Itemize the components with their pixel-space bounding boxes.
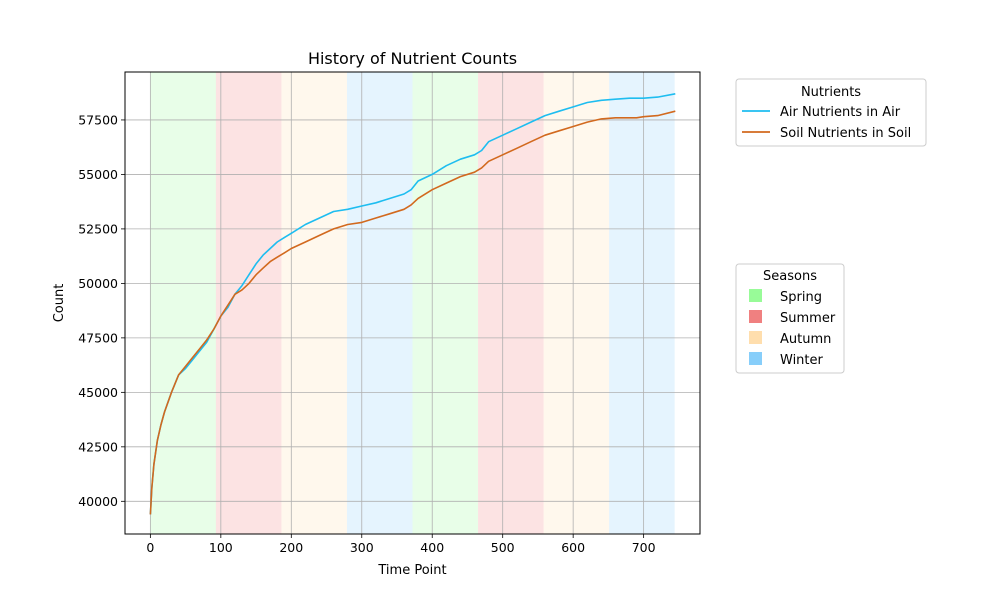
legend-label-spring: Spring [780, 290, 822, 305]
legend-label-summer: Summer [780, 311, 836, 326]
y-tick-label: 42500 [78, 439, 118, 454]
y-tick-label: 55000 [78, 167, 118, 182]
season-band-autumn [281, 72, 347, 534]
legend-seasons-title: Seasons [763, 269, 817, 284]
x-tick-label: 300 [350, 540, 374, 555]
legend-swatch-autumn [749, 331, 762, 344]
legend-label-autumn: Autumn [780, 332, 831, 347]
y-tick-label: 40000 [78, 494, 118, 509]
legend-swatch-winter [749, 352, 762, 365]
series-line-soil [149, 110, 676, 515]
legend-nutrients-title: Nutrients [801, 85, 861, 100]
season-band-spring [412, 72, 479, 534]
x-axis-label: Time Point [377, 563, 446, 578]
legend-swatch-spring [749, 289, 762, 302]
legend-swatch-summer [749, 310, 762, 323]
legend-nutrients-box [735, 78, 927, 147]
season-band-winter [609, 72, 675, 534]
x-tick-label: 600 [561, 540, 585, 555]
x-axis-ticks: 0 100 200 300 400 500 600 700 [146, 534, 656, 555]
season-band-summer [478, 72, 544, 534]
grid-lines [125, 72, 700, 534]
x-tick-label: 700 [632, 540, 656, 555]
y-tick-label: 52500 [78, 221, 118, 236]
y-axis-label: Count [52, 284, 67, 323]
y-axis-ticks: 40000 42500 45000 47500 50000 52500 55000 57500 [78, 112, 125, 509]
x-tick-label: 200 [279, 540, 303, 555]
season-band-summer [215, 72, 282, 534]
series-lines [149, 93, 676, 515]
x-tick-label: 0 [146, 540, 154, 555]
season-band-winter [346, 72, 413, 534]
y-tick-label: 47500 [78, 330, 118, 345]
season-band-spring [150, 72, 216, 534]
x-tick-label: 400 [420, 540, 444, 555]
x-tick-label: 500 [491, 540, 515, 555]
y-tick-label: 57500 [78, 112, 118, 127]
x-tick-label: 100 [209, 540, 233, 555]
y-tick-label: 45000 [78, 385, 118, 400]
series-line-air [149, 93, 676, 515]
legend-label-air: Air Nutrients in Air [780, 105, 901, 120]
season-band-autumn [543, 72, 610, 534]
legend-nutrients: Nutrients Air Nutrients in Air Soil Nutr… [735, 78, 927, 147]
legend-label-winter: Winter [780, 353, 824, 368]
y-tick-label: 50000 [78, 276, 118, 291]
plot-frame [124, 71, 701, 535]
legend-label-soil: Soil Nutrients in Soil [780, 126, 911, 141]
chart-title: History of Nutrient Counts [308, 49, 517, 68]
legend-seasons-box [735, 263, 845, 374]
legend-seasons: Seasons Spring Summer Autumn Winter [735, 263, 845, 374]
season-bands [150, 72, 675, 534]
